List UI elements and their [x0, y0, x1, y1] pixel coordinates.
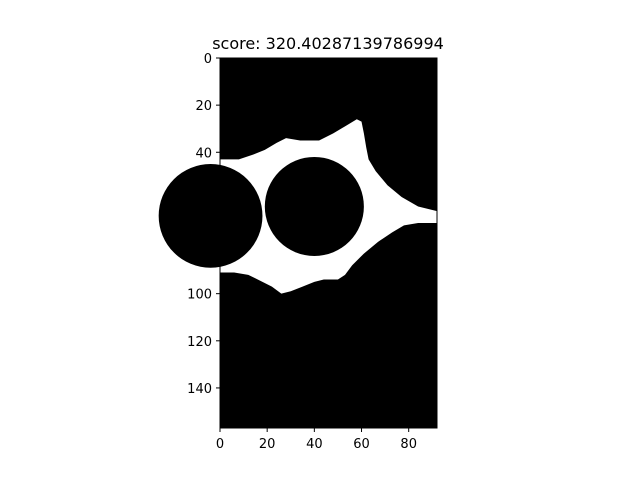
y-tick-label: 0	[204, 52, 212, 67]
left-hole	[158, 164, 263, 268]
x-tick-label: 80	[400, 437, 417, 452]
black-holes	[158, 156, 364, 268]
plot-frame	[219, 57, 438, 429]
x-tick-label: 0	[216, 437, 224, 452]
y-tick-label: 60	[195, 193, 212, 208]
y-tick-label: 100	[187, 288, 212, 303]
chart-title: score: 320.40287139786994	[212, 34, 444, 53]
y-tick-label: 20	[195, 99, 212, 114]
y-tick-label: 80	[195, 241, 212, 256]
y-axis: 0 20 40 60 80 100 120 140	[187, 52, 220, 397]
y-tick-label: 40	[195, 146, 212, 161]
x-tick-label: 60	[353, 437, 370, 452]
center-hole	[264, 156, 364, 256]
x-tick-label: 20	[259, 437, 276, 452]
y-tick-label: 120	[187, 335, 212, 350]
x-tick-label: 40	[306, 437, 323, 452]
plot-area	[158, 57, 438, 429]
x-axis: 0 20 40 60 80	[216, 428, 417, 452]
y-tick-label: 140	[187, 382, 212, 397]
